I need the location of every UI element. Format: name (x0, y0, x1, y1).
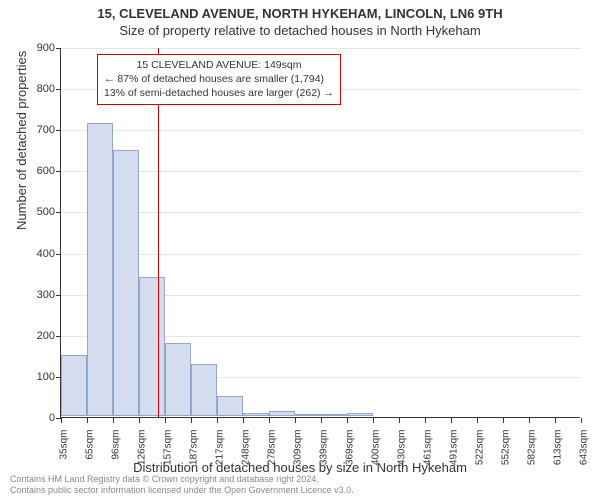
histogram-bar (295, 414, 321, 416)
ytick-label: 300 (15, 289, 55, 301)
infobox-line: 13% of semi-detached houses are larger (… (104, 86, 334, 100)
histogram-bar (191, 364, 217, 416)
histogram-bar (165, 343, 191, 416)
chart-title-line2: Size of property relative to detached ho… (0, 21, 600, 38)
xtick-mark (425, 418, 426, 423)
xtick-mark (61, 418, 62, 423)
gridline (61, 212, 581, 213)
histogram-bar (269, 411, 295, 416)
footer-line-2: Contains public sector information licen… (10, 485, 354, 496)
reference-infobox: 15 CLEVELAND AVENUE: 149sqm← 87% of deta… (97, 54, 341, 105)
xtick-mark (581, 418, 582, 423)
ytick-mark (56, 48, 61, 49)
xtick-mark (555, 418, 556, 423)
ytick-label: 500 (15, 206, 55, 218)
gridline (61, 48, 581, 49)
ytick-mark (56, 295, 61, 296)
footer-line-1: Contains HM Land Registry data © Crown c… (10, 474, 354, 485)
histogram-bar (243, 413, 269, 416)
ytick-label: 100 (15, 371, 55, 383)
infobox-line: ← 87% of detached houses are smaller (1,… (104, 72, 334, 86)
ytick-label: 800 (15, 83, 55, 95)
histogram-bar (139, 277, 165, 416)
histogram-bar (217, 396, 243, 416)
xtick-mark (191, 418, 192, 423)
ytick-label: 600 (15, 165, 55, 177)
xtick-mark (217, 418, 218, 423)
ytick-mark (56, 89, 61, 90)
ytick-mark (56, 130, 61, 131)
histogram-bar (87, 123, 113, 416)
gridline (61, 254, 581, 255)
xtick-mark (477, 418, 478, 423)
ytick-label: 400 (15, 248, 55, 260)
histogram-bar (61, 355, 87, 416)
ytick-mark (56, 336, 61, 337)
xtick-mark (165, 418, 166, 423)
chart-area: 010020030040050060070080090035sqm65sqm96… (60, 48, 580, 418)
xtick-mark (243, 418, 244, 423)
xtick-mark (269, 418, 270, 423)
ytick-label: 700 (15, 124, 55, 136)
xtick-mark (399, 418, 400, 423)
ytick-label: 900 (15, 42, 55, 54)
xtick-mark (321, 418, 322, 423)
gridline (61, 171, 581, 172)
xtick-mark (529, 418, 530, 423)
xtick-mark (373, 418, 374, 423)
xtick-mark (139, 418, 140, 423)
ytick-label: 200 (15, 330, 55, 342)
ytick-mark (56, 212, 61, 213)
ytick-mark (56, 171, 61, 172)
chart-title-line1: 15, CLEVELAND AVENUE, NORTH HYKEHAM, LIN… (0, 0, 600, 21)
histogram-bar (347, 413, 373, 416)
infobox-line: 15 CLEVELAND AVENUE: 149sqm (104, 58, 334, 72)
xtick-mark (295, 418, 296, 423)
footer-attribution: Contains HM Land Registry data © Crown c… (10, 474, 354, 496)
ytick-label: 0 (15, 412, 55, 424)
xtick-mark (451, 418, 452, 423)
gridline (61, 130, 581, 131)
histogram-bar (113, 150, 139, 416)
xtick-mark (503, 418, 504, 423)
xtick-mark (87, 418, 88, 423)
x-axis-label: Distribution of detached houses by size … (0, 460, 600, 475)
xtick-mark (113, 418, 114, 423)
xtick-mark (347, 418, 348, 423)
y-axis-label: Number of detached properties (14, 51, 29, 230)
ytick-mark (56, 254, 61, 255)
histogram-bar (321, 414, 347, 416)
plot-region: 010020030040050060070080090035sqm65sqm96… (60, 48, 580, 418)
